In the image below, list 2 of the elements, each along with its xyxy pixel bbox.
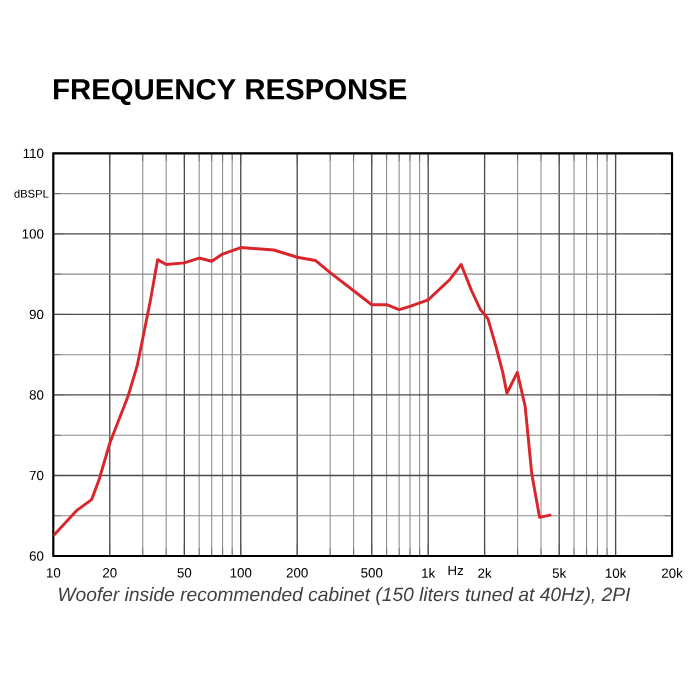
text: Woofer inside recommended cabinet (150 liters tuned at 40Hz), 2PI (59, 587, 631, 605)
chart-title: FREQUENCY RESPONSE (54, 78, 407, 106)
